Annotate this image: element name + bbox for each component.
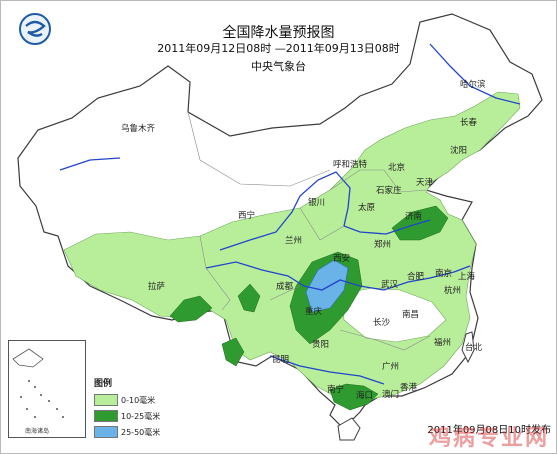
legend-item-light: 0-10毫米 <box>94 393 174 407</box>
city-label-beijing: 北京 <box>388 163 406 173</box>
map-agency: 中央气象台 <box>251 60 306 73</box>
inset-map <box>12 348 64 418</box>
city-label-taibei: 台北 <box>465 343 483 353</box>
legend-title: 图例 <box>94 379 113 389</box>
city-label-nanjing: 南京 <box>435 269 453 279</box>
legend-item-moderate: 10-25毫米 <box>94 409 174 423</box>
city-label-harbin: 哈尔滨 <box>460 80 486 90</box>
city-label-hefei: 合肥 <box>407 272 425 282</box>
city-label-urumqi: 乌鲁木齐 <box>121 124 156 134</box>
legend-label-moderate: 10-25毫米 <box>121 411 161 421</box>
city-label-haikou: 海口 <box>356 391 374 401</box>
south-china-sea-inset: 南海诸岛 <box>8 340 86 438</box>
songhua-river <box>429 43 521 105</box>
city-label-wuhan: 武汉 <box>381 280 399 290</box>
city-label-macau: 澳门 <box>382 390 400 400</box>
city-label-changsha: 长沙 <box>373 318 391 328</box>
legend-swatch-light <box>94 394 118 406</box>
legend-label-heavy: 25-50毫米 <box>121 427 161 437</box>
province-borders <box>187 111 431 351</box>
legend-item-heavy: 25-50毫米 <box>94 425 174 439</box>
cma-logo <box>18 12 52 46</box>
city-label-hohhot: 呼和浩特 <box>333 160 368 170</box>
city-label-nanchang: 南昌 <box>402 310 420 320</box>
city-label-shenyang: 沈阳 <box>450 146 468 156</box>
city-label-lhasa: 拉萨 <box>148 282 166 292</box>
city-label-xining: 西宁 <box>238 211 256 221</box>
legend-swatch-moderate <box>94 410 118 422</box>
city-label-jinan: 济南 <box>405 212 423 222</box>
city-label-hangzhou: 杭州 <box>444 286 462 296</box>
taiwan-island <box>461 331 475 364</box>
pearl-river <box>269 355 385 385</box>
northwest-river <box>59 157 121 171</box>
hainan-island <box>337 417 361 441</box>
city-label-hongkong: 香港 <box>400 383 418 393</box>
city-label-guangzhou: 广州 <box>382 362 400 372</box>
city-label-taiyuan: 太原 <box>358 203 376 213</box>
map-period: 2011年09月12日08时 —2011年09月13日08时 <box>157 42 400 55</box>
city-label-tianjin: 天津 <box>416 178 434 188</box>
city-label-zhengzhou: 郑州 <box>374 240 392 250</box>
issued-time: 2011年09月08日10时发布 <box>427 425 551 436</box>
city-label-yinchuan: 银川 <box>308 198 326 208</box>
legend-label-light: 0-10毫米 <box>121 395 156 405</box>
rain-25-50mm-area <box>305 259 349 313</box>
city-label-kunming: 昆明 <box>272 355 290 365</box>
yellow-river <box>219 171 431 251</box>
city-label-fuzhou: 福州 <box>434 338 452 348</box>
map-title: 全国降水量预报图 <box>222 25 335 41</box>
legend: 图例 0-10毫米 10-25毫米 25-50毫米 <box>94 376 174 441</box>
yangtze-river <box>205 261 471 291</box>
city-label-chongqing: 重庆 <box>305 307 323 317</box>
city-label-shanghai: 上海 <box>458 272 476 282</box>
city-label-guiyang: 贵阳 <box>312 340 330 350</box>
city-label-shijiazhuang: 石家庄 <box>376 186 402 196</box>
rivers <box>59 43 521 385</box>
city-label-xian: 西安 <box>333 254 351 264</box>
city-label-chengdu: 成都 <box>276 282 294 292</box>
city-label-changchun: 长春 <box>460 118 478 128</box>
city-label-lanzhou: 兰州 <box>285 236 303 246</box>
inset-label: 南海诸岛 <box>25 428 50 435</box>
city-label-nanning: 南宁 <box>327 385 345 395</box>
watermark: 鸡病专业网 <box>428 426 549 451</box>
legend-swatch-heavy <box>94 426 118 438</box>
